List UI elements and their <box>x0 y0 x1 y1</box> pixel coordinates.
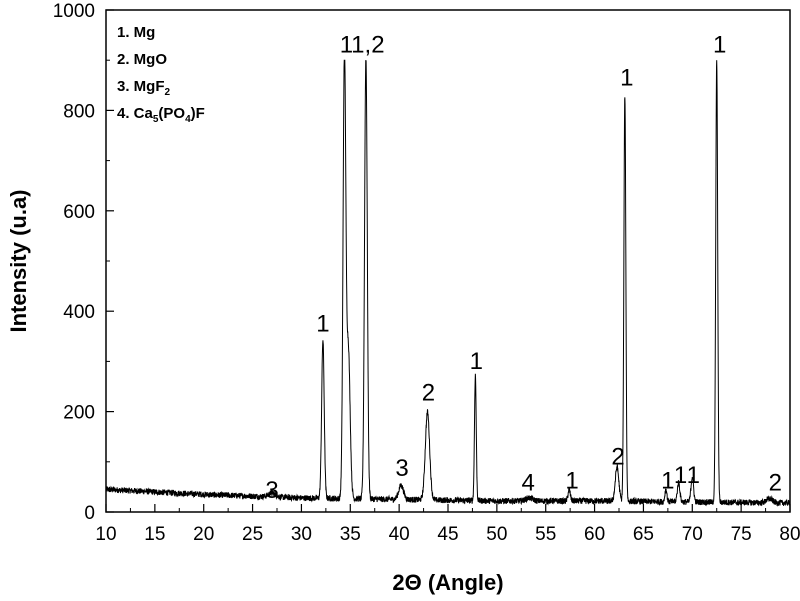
peak-label: 1 <box>340 32 353 59</box>
legend-entry: 1. Mg <box>117 24 155 41</box>
peak-label: 1,2 <box>351 32 384 59</box>
legend-entry: 4. Ca5(PO4)F <box>117 105 205 125</box>
peak-label: 1 <box>674 462 687 489</box>
plot-frame <box>105 9 791 513</box>
peak-label: 3 <box>395 455 408 482</box>
x-tick-label: 10 <box>95 524 116 545</box>
x-tick-label: 75 <box>731 524 752 545</box>
x-tick-label: 55 <box>535 524 556 545</box>
x-tick-label: 45 <box>437 524 458 545</box>
peak-label: 1 <box>661 467 674 494</box>
peak-label: 1 <box>316 310 329 337</box>
x-tick-label: 50 <box>486 524 507 545</box>
y-tick-label: 800 <box>63 101 95 122</box>
x-tick-label: 30 <box>291 524 312 545</box>
peak-label: 1 <box>470 348 483 375</box>
peak-label: 1 <box>713 32 726 59</box>
y-tick-label: 0 <box>84 503 95 524</box>
peak-label: 1 <box>620 64 633 91</box>
peak-label: 3 <box>265 477 278 504</box>
legend-entry: 3. MgF2 <box>117 78 171 98</box>
peak-label: 4 <box>521 469 534 496</box>
x-axis-title: 2Θ (Angle) <box>392 570 503 595</box>
x-tick-label: 25 <box>242 524 263 545</box>
x-tick-label: 65 <box>633 524 654 545</box>
y-tick-label: 600 <box>63 202 95 223</box>
x-tick-label: 60 <box>584 524 605 545</box>
axis-ticks <box>105 9 791 513</box>
peak-label: 2 <box>422 380 435 407</box>
x-tick-label: 80 <box>779 524 800 545</box>
x-tick-label: 35 <box>340 524 361 545</box>
x-tick-label: 15 <box>144 524 165 545</box>
x-tick-label: 70 <box>682 524 703 545</box>
x-tick-labels: 10 15 20 25 30 35 40 45 50 55 60 65 70 75 80 <box>95 524 800 545</box>
y-tick-label: 200 <box>63 403 95 424</box>
y-tick-label: 1000 <box>53 1 95 22</box>
peak-label: 2 <box>611 443 624 470</box>
y-tick-label: 400 <box>63 302 95 323</box>
legend: 1. Mg 2. MgO 3. MgF2 4. Ca5(PO4)F <box>117 24 205 125</box>
peak-label: 1 <box>565 467 578 494</box>
peak-label: 1 <box>687 462 700 489</box>
y-axis-title: Intensity (u.a) <box>6 189 31 332</box>
xrd-pattern-line <box>105 59 791 507</box>
y-tick-labels: 0 200 400 600 800 1000 <box>53 1 95 524</box>
legend-entry: 2. MgO <box>117 51 167 68</box>
x-tick-label: 20 <box>193 524 214 545</box>
peak-label: 2 <box>769 469 782 496</box>
x-tick-label: 40 <box>389 524 410 545</box>
